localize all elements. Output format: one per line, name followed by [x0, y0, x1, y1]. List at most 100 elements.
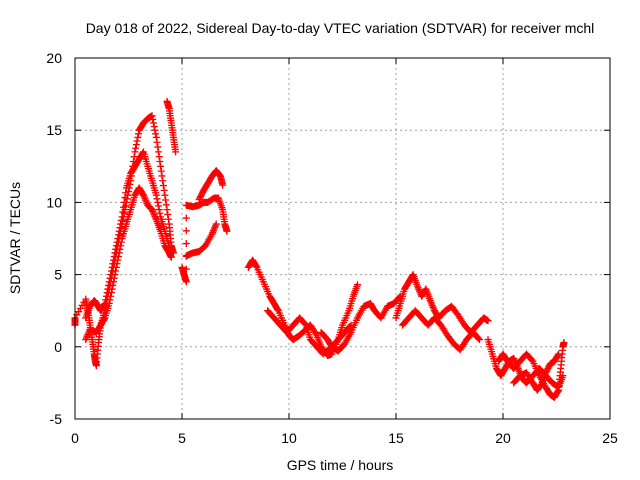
- data-point: [107, 289, 115, 297]
- data-point: [161, 191, 169, 199]
- data-point: [117, 238, 125, 246]
- data-point: [149, 115, 157, 123]
- data-point: [160, 186, 168, 194]
- data-point: [154, 202, 162, 210]
- data-point: [151, 126, 159, 134]
- data-point: [109, 281, 117, 289]
- series-track-k: [392, 271, 492, 336]
- data-point: [133, 137, 141, 145]
- data-point: [353, 281, 361, 289]
- plot-frame: [74, 57, 611, 420]
- data-point: [156, 209, 164, 217]
- data-point: [554, 351, 562, 359]
- data-point: [212, 220, 220, 228]
- data-point: [182, 227, 190, 235]
- data-point: [148, 112, 156, 120]
- x-axis-label: GPS time / hours: [287, 457, 394, 473]
- x-tick-label: 15: [388, 430, 404, 446]
- data-point: [100, 315, 108, 323]
- series-track-f: [182, 220, 220, 260]
- x-tick-label: 0: [71, 430, 79, 446]
- data-point: [153, 138, 161, 146]
- data-point: [158, 172, 166, 180]
- data-point: [115, 249, 123, 257]
- data-point: [110, 278, 118, 286]
- data-point: [219, 181, 227, 189]
- data-point: [115, 253, 123, 261]
- data-point: [252, 262, 260, 270]
- data-point: [164, 215, 172, 223]
- x-tick-label: 5: [178, 430, 186, 446]
- data-point: [108, 285, 116, 293]
- data-point: [155, 153, 163, 161]
- x-tick-label: 10: [281, 430, 297, 446]
- data-point: [182, 278, 190, 286]
- data-point: [274, 305, 282, 313]
- x-tick-label: 20: [495, 430, 511, 446]
- data-point: [107, 292, 115, 300]
- data-point: [119, 208, 127, 216]
- y-tick-label: 0: [54, 339, 62, 355]
- data-point: [156, 157, 164, 165]
- data-point: [474, 334, 482, 342]
- data-point: [163, 206, 171, 214]
- data-point: [110, 274, 118, 282]
- data-point: [301, 320, 309, 328]
- data-point: [115, 231, 123, 239]
- data-point: [100, 301, 108, 309]
- data-point: [130, 153, 138, 161]
- data-point: [154, 198, 162, 206]
- data-point: [162, 196, 170, 204]
- data-point: [182, 240, 190, 248]
- data-point: [153, 195, 161, 203]
- data-point: [134, 130, 142, 138]
- data-point: [560, 338, 568, 346]
- data-point: [113, 260, 121, 268]
- data-point: [154, 143, 162, 151]
- data-point: [122, 189, 130, 197]
- data-point: [159, 177, 167, 185]
- data-point: [117, 216, 125, 224]
- data-point: [120, 209, 128, 217]
- data-point: [114, 256, 122, 264]
- series-track-j: [317, 292, 404, 355]
- series-track-o: [510, 350, 563, 394]
- data-point: [116, 245, 124, 253]
- data-point: [554, 387, 562, 395]
- data-point: [555, 350, 563, 358]
- y-tick-label: 10: [46, 194, 62, 210]
- data-point: [111, 271, 119, 279]
- data-point: [118, 213, 126, 221]
- data-point: [139, 149, 147, 157]
- series-track-d: [163, 97, 180, 156]
- data-point: [155, 206, 163, 214]
- data-point: [112, 267, 120, 275]
- data-point: [162, 201, 170, 209]
- grid: [74, 57, 611, 420]
- data-point: [484, 317, 492, 325]
- data-point: [152, 130, 160, 138]
- data-point: [149, 119, 157, 127]
- data-point: [157, 162, 165, 170]
- chart-title: Day 018 of 2022, Sidereal Day-to-day VTE…: [86, 20, 595, 36]
- data-point: [132, 141, 140, 149]
- y-tick-label: 15: [46, 122, 62, 138]
- data-point: [117, 242, 125, 250]
- data-points: [71, 97, 568, 401]
- data-point: [528, 356, 536, 364]
- data-point: [157, 167, 165, 175]
- data-point: [152, 133, 160, 141]
- data-point: [154, 148, 162, 156]
- data-point: [106, 296, 114, 304]
- data-point: [150, 123, 158, 131]
- data-point: [131, 148, 139, 156]
- data-point: [182, 265, 190, 273]
- y-tick-labels: -5 0 5 10 15 20: [46, 50, 62, 427]
- series-track-e: [178, 194, 231, 286]
- data-point: [475, 336, 483, 344]
- y-tick-label: 5: [54, 267, 62, 283]
- data-point: [116, 224, 124, 232]
- data-point: [172, 148, 180, 156]
